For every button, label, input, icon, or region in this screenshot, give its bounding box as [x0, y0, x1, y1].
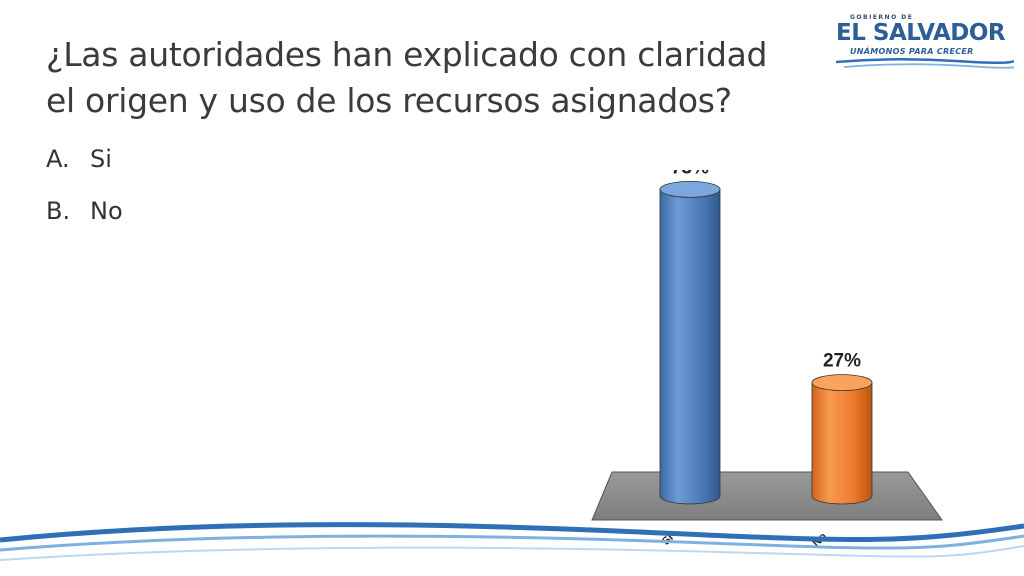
bar-si [659, 180, 721, 505]
slide-title-line-1: ¿Las autoridades han explicado con clari… [46, 35, 768, 74]
option-a-letter: A. [46, 145, 70, 173]
bars-layer [659, 180, 873, 505]
logo-waves-icon [836, 57, 1014, 69]
logo-main-text: EL SALVADOR [836, 20, 1006, 46]
decorative-waves-icon [0, 522, 1024, 561]
bar-no [811, 374, 873, 505]
option-b-text: No [90, 197, 123, 225]
slide-title: ¿Las autoridades han explicado con clari… [46, 32, 876, 124]
logo-sub-text: UNÁMONOS PARA CRECER [850, 47, 974, 56]
logo-top-text: GOBIERNO DE [850, 14, 914, 21]
option-a: A. Si [46, 142, 123, 194]
option-b: B. No [46, 194, 123, 246]
data-label-no: 27% [823, 351, 861, 372]
option-a-text: Si [90, 145, 112, 173]
slide-title-line-2: el origen y uso de los recursos asignado… [46, 81, 732, 120]
data-label-si: 73% [671, 170, 709, 178]
option-b-letter: B. [46, 197, 71, 225]
government-logo: GOBIERNO DE EL SALVADOR UNÁMONOS PARA CR… [836, 12, 1014, 72]
answer-options: A. Si B. No [46, 142, 123, 246]
